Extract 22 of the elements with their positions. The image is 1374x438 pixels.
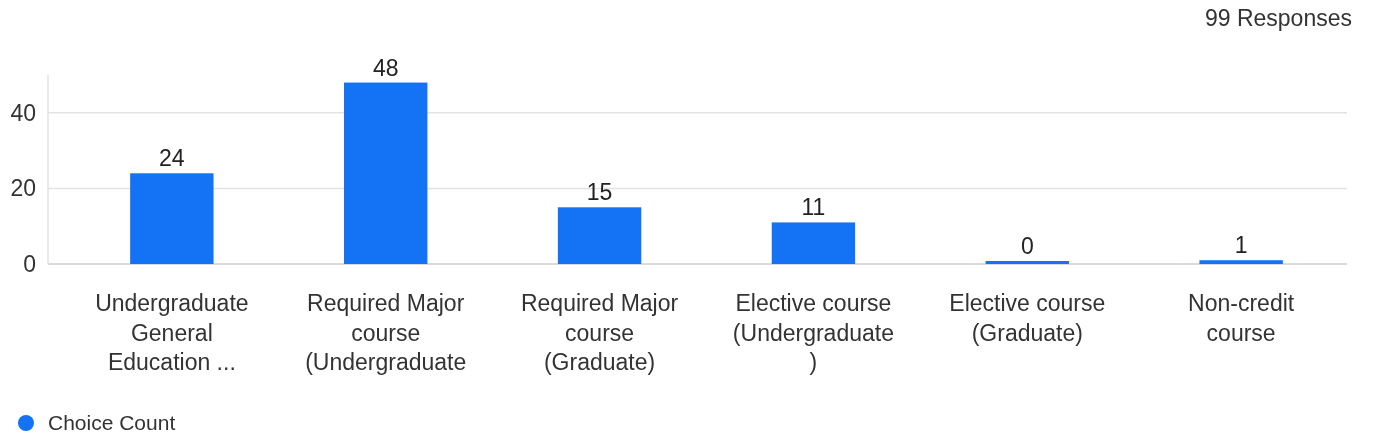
bar (130, 173, 214, 264)
bar (771, 222, 856, 264)
y-tick-label: 20 (10, 175, 36, 202)
data-label: 0 (1020, 233, 1034, 259)
legend-label: Choice Count (48, 411, 176, 435)
bar (344, 82, 428, 264)
text: 99 Responses (1204, 5, 1352, 31)
y-tick-label: 0 (23, 251, 36, 278)
x-tick-label: Non-credit course (1188, 290, 1295, 346)
data-label: 48 (372, 54, 399, 81)
bar (557, 207, 642, 264)
y-tick-label: 40 (10, 99, 36, 126)
x-tick-label: Undergraduate General Education ... (95, 290, 249, 375)
bar (1199, 260, 1283, 264)
x-tick-label: Elective course (Undergraduate ) (732, 290, 894, 375)
x-tick-label: Elective course (Graduate) (949, 290, 1106, 346)
x-tick-label: Required Major course (Graduate) (520, 290, 679, 375)
x-tick-label: Required Major course (Undergraduate (305, 290, 467, 375)
data-label: 1 (1234, 232, 1248, 259)
data-label: 24 (159, 145, 185, 172)
data-label: 11 (801, 194, 826, 221)
data-label: 15 (586, 179, 613, 206)
